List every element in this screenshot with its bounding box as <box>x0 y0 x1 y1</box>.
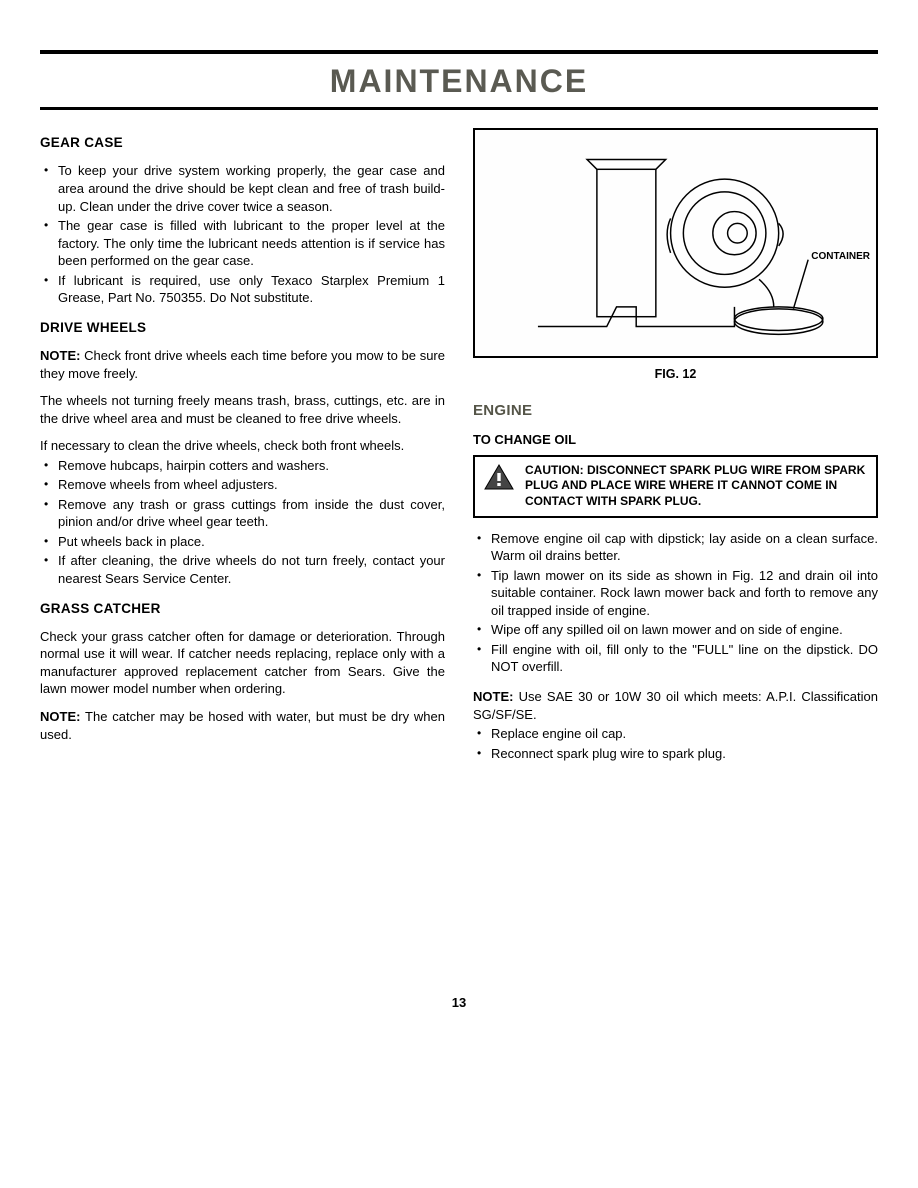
list-item: If lubricant is required, use only Texac… <box>58 272 445 307</box>
list-item: Fill engine with oil, fill only to the "… <box>491 641 878 676</box>
list-item: Wipe off any spilled oil on lawn mower a… <box>491 621 878 639</box>
grass-catcher-note: NOTE: The catcher may be hosed with wate… <box>40 708 445 743</box>
left-column: GEAR CASE To keep your drive system work… <box>40 128 445 774</box>
drive-wheels-list: Remove hubcaps, hairpin cotters and wash… <box>40 457 445 588</box>
heading-gear-case: GEAR CASE <box>40 134 445 152</box>
page-number: 13 <box>40 994 878 1012</box>
content-columns: GEAR CASE To keep your drive system work… <box>40 128 878 774</box>
drive-wheels-para1: The wheels not turning freely means tras… <box>40 392 445 427</box>
list-item: If after cleaning, the drive wheels do n… <box>58 552 445 587</box>
caution-box: CAUTION: DISCONNECT SPARK PLUG WIRE FROM… <box>473 455 878 518</box>
gear-case-list: To keep your drive system working proper… <box>40 162 445 306</box>
list-item: Remove any trash or grass cuttings from … <box>58 496 445 531</box>
list-item: Remove engine oil cap with dipstick; lay… <box>491 530 878 565</box>
list-item: To keep your drive system working proper… <box>58 162 445 215</box>
rule-top <box>40 50 878 54</box>
list-item: Put wheels back in place. <box>58 533 445 551</box>
note-lead: NOTE: <box>473 689 513 704</box>
caution-icon <box>483 463 515 496</box>
note-text: The catcher may be hosed with water, but… <box>40 709 445 742</box>
note-lead: NOTE: <box>40 709 80 724</box>
list-item: Remove wheels from wheel adjusters. <box>58 476 445 494</box>
list-item: Reconnect spark plug wire to spark plug. <box>491 745 878 763</box>
drive-wheels-note: NOTE: Check front drive wheels each time… <box>40 347 445 382</box>
heading-grass-catcher: GRASS CATCHER <box>40 600 445 618</box>
heading-engine: ENGINE <box>473 401 878 421</box>
note-text: Check front drive wheels each time befor… <box>40 348 445 381</box>
list-item: Tip lawn mower on its side as shown in F… <box>491 567 878 620</box>
list-item: Replace engine oil cap. <box>491 725 878 743</box>
figure-12-illustration <box>475 130 876 356</box>
figure-container-label: CONTAINER <box>811 250 870 264</box>
caution-text: CAUTION: DISCONNECT SPARK PLUG WIRE FROM… <box>525 463 868 510</box>
grass-catcher-para1: Check your grass catcher often for damag… <box>40 628 445 698</box>
figure-12: CONTAINER <box>473 128 878 358</box>
engine-list-2: Replace engine oil cap. Reconnect spark … <box>473 725 878 762</box>
list-item: Remove hubcaps, hairpin cotters and wash… <box>58 457 445 475</box>
engine-list-1: Remove engine oil cap with dipstick; lay… <box>473 530 878 676</box>
note-text: Use SAE 30 or 10W 30 oil which meets: A.… <box>473 689 878 722</box>
note-lead: NOTE: <box>40 348 80 363</box>
list-item: The gear case is filled with lubricant t… <box>58 217 445 270</box>
heading-drive-wheels: DRIVE WHEELS <box>40 319 445 337</box>
right-column: CONTAINER FIG. 12 ENGINE TO CHANGE OIL C… <box>473 128 878 774</box>
page-title: MAINTENANCE <box>40 60 878 103</box>
caution-lead: CAUTION: <box>525 463 584 477</box>
rule-bottom <box>40 107 878 110</box>
engine-note: NOTE: Use SAE 30 or 10W 30 oil which mee… <box>473 688 878 723</box>
drive-wheels-para2: If necessary to clean the drive wheels, … <box>40 437 445 455</box>
subheading-change-oil: TO CHANGE OIL <box>473 431 878 449</box>
figure-caption: FIG. 12 <box>473 366 878 383</box>
